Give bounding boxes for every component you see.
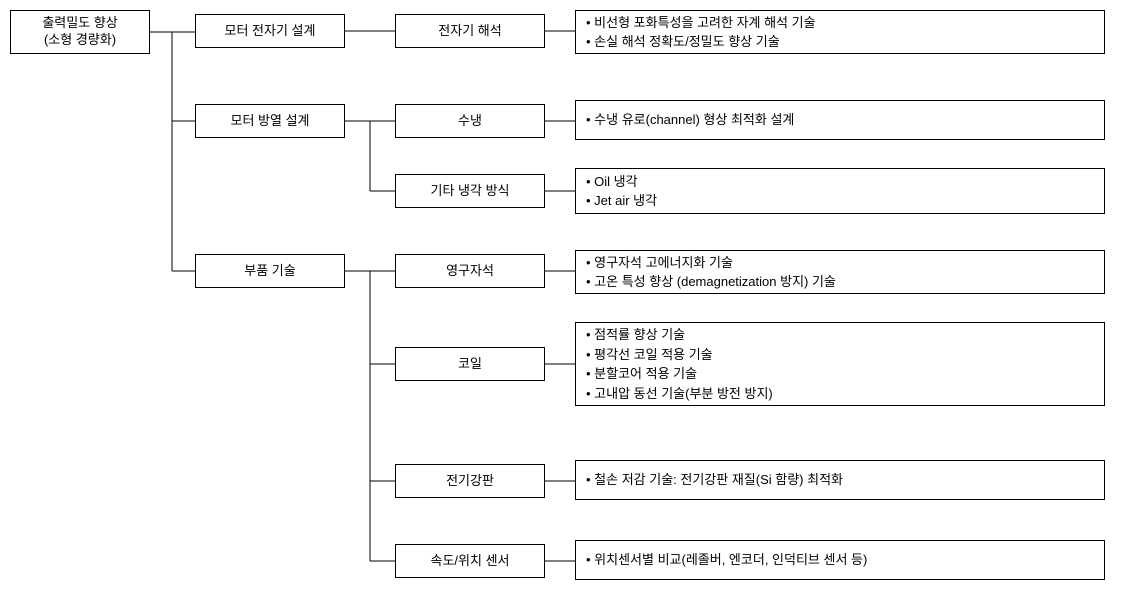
detail-item: 분할코어 적용 기술 (586, 364, 1094, 384)
l3-node-other-cooling: 기타 냉각 방식 (395, 174, 545, 208)
l3-node-em-analysis: 전자기 해석 (395, 14, 545, 48)
connector-lines (0, 0, 1125, 610)
detail-item: 평각선 코일 적용 기술 (586, 345, 1094, 365)
root-node: 출력밀도 향상(소형 경량화) (10, 10, 150, 54)
detail-item: 고온 특성 향상 (demagnetization 방지) 기술 (586, 272, 1094, 292)
l3-label: 전기강판 (446, 473, 494, 490)
detail-electrical-steel: 철손 저감 기술: 전기강판 재질(Si 함량) 최적화 (575, 460, 1105, 500)
detail-item: 고내압 동선 기술(부분 방전 방지) (586, 384, 1094, 404)
detail-item: 비선형 포화특성을 고려한 자계 해석 기술 (586, 13, 1094, 33)
detail-em-analysis: 비선형 포화특성을 고려한 자계 해석 기술 손실 해석 정확도/정밀도 향상 … (575, 10, 1105, 54)
detail-item: Jet air 냉각 (586, 191, 1094, 211)
l3-label: 수냉 (458, 113, 482, 130)
detail-item: 철손 저감 기술: 전기강판 재질(Si 함량) 최적화 (586, 470, 1094, 490)
l2-node-motor-em-design: 모터 전자기 설계 (195, 14, 345, 48)
l3-label: 기타 냉각 방식 (431, 183, 510, 200)
detail-item: 손실 해석 정확도/정밀도 향상 기술 (586, 32, 1094, 52)
detail-item: 위치센서별 비교(레졸버, 엔코더, 인덕티브 센서 등) (586, 550, 1094, 570)
l3-label: 영구자석 (446, 263, 494, 280)
l2-label: 모터 방열 설계 (231, 113, 310, 130)
l3-node-electrical-steel: 전기강판 (395, 464, 545, 498)
detail-sensor: 위치센서별 비교(레졸버, 엔코더, 인덕티브 센서 등) (575, 540, 1105, 580)
l3-node-speed-position-sensor: 속도/위치 센서 (395, 544, 545, 578)
l3-label: 전자기 해석 (438, 23, 501, 40)
l3-label: 속도/위치 센서 (431, 553, 510, 570)
detail-other-cooling: Oil 냉각 Jet air 냉각 (575, 168, 1105, 214)
detail-item: 수냉 유로(channel) 형상 최적화 설계 (586, 110, 1094, 130)
detail-item: 점적률 향상 기술 (586, 325, 1094, 345)
detail-item: Oil 냉각 (586, 172, 1094, 192)
l3-label: 코일 (458, 356, 482, 373)
l2-node-component-tech: 부품 기술 (195, 254, 345, 288)
detail-item: 영구자석 고에너지화 기술 (586, 253, 1094, 273)
l2-label: 모터 전자기 설계 (225, 23, 316, 40)
detail-water-cooling: 수냉 유로(channel) 형상 최적화 설계 (575, 100, 1105, 140)
detail-coil: 점적률 향상 기술 평각선 코일 적용 기술 분할코어 적용 기술 고내압 동선… (575, 322, 1105, 406)
detail-permanent-magnet: 영구자석 고에너지화 기술 고온 특성 향상 (demagnetization … (575, 250, 1105, 294)
l3-node-water-cooling: 수냉 (395, 104, 545, 138)
l2-label: 부품 기술 (244, 263, 295, 280)
l2-node-motor-thermal-design: 모터 방열 설계 (195, 104, 345, 138)
l3-node-coil: 코일 (395, 347, 545, 381)
root-label: 출력밀도 향상(소형 경량화) (42, 15, 117, 49)
l3-node-permanent-magnet: 영구자석 (395, 254, 545, 288)
